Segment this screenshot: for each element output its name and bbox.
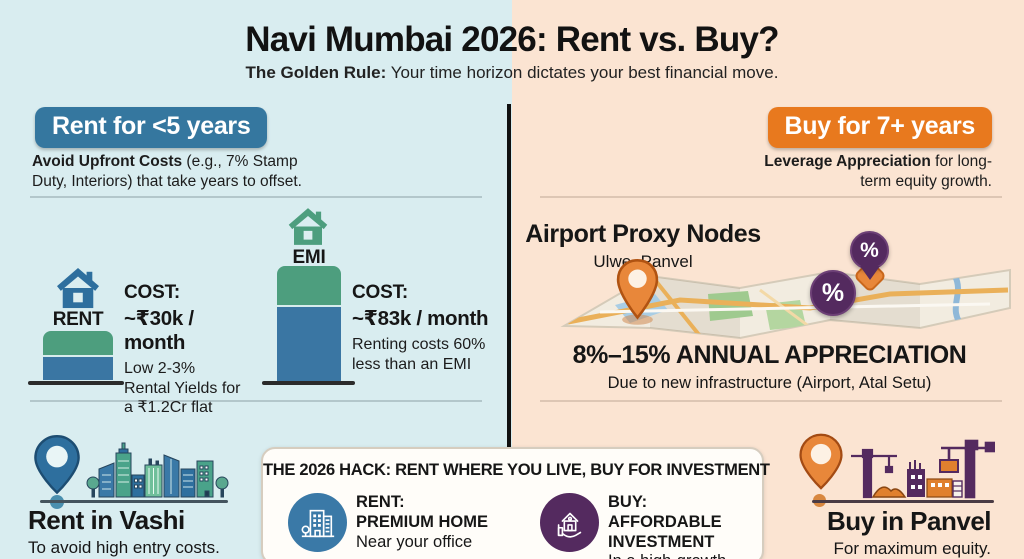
rent-premium-text: RENT: PREMIUM HOME Near your office (356, 493, 488, 552)
vashi-ground-line (40, 500, 228, 503)
emi-bar (277, 266, 341, 383)
rent-bar-green-segment (43, 331, 113, 357)
appreciation-block: 8%–15% ANNUAL APPRECIATION Due to new in… (522, 341, 1017, 393)
rent-bar (43, 331, 113, 382)
map-location-pin-icon (616, 259, 659, 325)
rent-description: Avoid Upfront Costs (e.g., 7% Stamp Duty… (32, 152, 310, 192)
page-title: Navi Mumbai 2026: Rent vs. Buy? (245, 20, 779, 59)
percent-pin-label: % (860, 238, 879, 262)
emi-cost-note: Renting costs 60% less than an EMI (352, 336, 486, 373)
buy-description-bold: Leverage Appreciation (764, 153, 931, 170)
buy-investment-icon (540, 493, 599, 552)
percent-pin-tail (859, 266, 880, 280)
subtitle-bold: The Golden Rule: (245, 63, 387, 82)
left-top-divider (30, 196, 482, 198)
rent-badge: Rent for <5 years (35, 107, 268, 148)
rent-bar-label: RENT (52, 309, 104, 330)
rent-cost-note: Low 2-3% Rental Yields for a ₹1.2Cr flat (124, 360, 241, 417)
buy-investment-line3: In a high-growth node (608, 552, 762, 559)
rent-cost-block: COST: ~₹30k / month Low 2-3% Rental Yiel… (124, 282, 254, 418)
emi-bar-blue-segment (277, 307, 341, 381)
construction-site-illustration (851, 439, 995, 499)
buy-description-rest: for long-term equity growth. (860, 153, 992, 190)
right-bottom-divider (540, 400, 1002, 402)
hack-box: THE 2026 HACK: RENT WHERE YOU LIVE, BUY … (261, 447, 770, 559)
vashi-pin-icon (34, 435, 80, 495)
appreciation-subtitle: Due to new infrastructure (Airport, Atal… (607, 374, 932, 392)
rent-premium-line3: Near your office (356, 532, 473, 551)
panvel-pin-icon (799, 433, 843, 490)
page-subtitle: The Golden Rule: Your time horizon dicta… (0, 63, 1024, 83)
buy-investment-line1: BUY: AFFORDABLE (608, 493, 722, 531)
buy-investment-line2: INVESTMENT (608, 532, 715, 551)
buy-city-title: Buy in Panvel (827, 506, 992, 536)
emi-bar-baseline (262, 381, 355, 385)
emi-cost-block: COST: ~₹83k / month Renting costs 60% le… (352, 282, 497, 374)
appreciation-pin: % (850, 231, 889, 280)
rent-house-icon (57, 267, 99, 309)
buy-city-subtitle: For maximum equity. (833, 539, 991, 558)
rent-bar-baseline (28, 381, 124, 385)
rent-bar-blue-segment (43, 357, 113, 380)
rent-cost-value: ~₹30k / month (124, 307, 194, 354)
rent-city-subtitle: To avoid high entry costs. (28, 538, 220, 557)
rent-city-title: Rent in Vashi (28, 505, 185, 535)
panvel-ground-line (812, 500, 994, 503)
rent-description-bold: Avoid Upfront Costs (32, 153, 183, 170)
rent-premium-line1: RENT: (356, 493, 405, 511)
emi-cost-value: ~₹83k / month (352, 307, 489, 330)
buildings-icon (301, 509, 334, 537)
percent-circle-icon: % (810, 270, 856, 316)
emi-cost-label: COST: (352, 282, 409, 303)
map-title: Airport Proxy Nodes (525, 220, 761, 248)
rent-cost-label: COST: (124, 282, 181, 303)
emi-bar-label: EMI (292, 247, 326, 268)
rent-premium-icon (288, 493, 347, 552)
vertical-divider (507, 104, 511, 449)
subtitle-rest: Your time horizon dictates your best fin… (386, 63, 779, 82)
right-top-divider (540, 196, 1002, 198)
buy-description: Leverage Appreciation for long-term equi… (757, 152, 992, 192)
percent-pin-icon: % (850, 231, 889, 270)
percent-circle-label: % (821, 278, 845, 307)
rent-description-rest: (e.g., 7% Stamp Duty, Interiors) that ta… (32, 153, 302, 190)
buy-badge: Buy for 7+ years (767, 107, 992, 148)
rent-premium-line2: PREMIUM HOME (356, 512, 488, 531)
emi-house-icon (288, 208, 328, 245)
left-bottom-divider (30, 400, 482, 402)
buy-investment-text: BUY: AFFORDABLE INVESTMENT In a high-gro… (608, 493, 762, 559)
emi-bar-green-segment (277, 266, 341, 307)
hack-box-title: THE 2026 HACK: RENT WHERE YOU LIVE, BUY … (263, 461, 770, 479)
city-skyline-illustration (86, 442, 229, 498)
appreciation-title: 8%–15% ANNUAL APPRECIATION (572, 341, 967, 369)
house-in-hand-icon (557, 512, 581, 538)
folded-map-illustration (560, 268, 1011, 340)
